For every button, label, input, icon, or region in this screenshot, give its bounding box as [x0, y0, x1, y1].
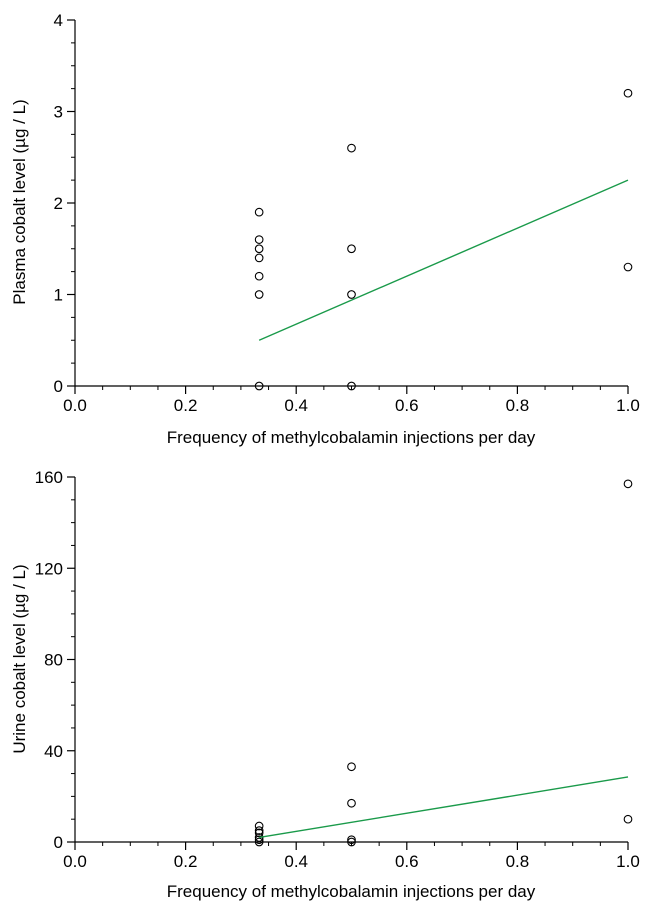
- plasma-fit-line: [258, 179, 629, 341]
- plasma-y-tick-label: 1: [54, 286, 63, 305]
- urine-y-tick-label: 0: [54, 833, 63, 852]
- plasma-y-axis-title: Plasma cobalt level (µg / L): [10, 99, 29, 304]
- urine-data-point: [347, 835, 356, 845]
- urine-y-tick-label: 80: [44, 651, 63, 670]
- plasma-data-point: [254, 381, 264, 391]
- urine-data-point: [347, 837, 356, 847]
- urine-data-point: [254, 826, 264, 835]
- plasma-data-point: [254, 207, 264, 217]
- urine-x-tick-label: 0.4: [284, 852, 308, 871]
- urine-chart-panel: 0.0 0.2 0.4 0.6 0.8 1.0 0 40 80 120 160 Frequency …: [10, 468, 640, 901]
- plasma-x-axis-title: Frequency of methylcobalamin injections …: [167, 428, 536, 447]
- plasma-x-tick-label: 0.2: [174, 396, 198, 415]
- urine-fit-line: [259, 776, 629, 839]
- urine-data-point: [254, 837, 264, 847]
- plasma-y-tick-label: 4: [54, 11, 63, 30]
- urine-data-point: [254, 828, 264, 838]
- plasma-data-point: [347, 381, 356, 391]
- plasma-data-point: [254, 235, 264, 244]
- plasma-data-point: [254, 271, 264, 281]
- plasma-y-tick-label: 3: [54, 103, 63, 122]
- urine-x-tick-label: 0.0: [63, 852, 87, 871]
- urine-x-tick-label: 0.2: [174, 852, 198, 871]
- urine-x-tick-label: 0.8: [506, 852, 530, 871]
- plasma-data-point: [254, 253, 264, 263]
- plasma-x-tick-label: 0.6: [395, 396, 419, 415]
- urine-y-tick-label: 120: [35, 559, 63, 578]
- plasma-data-point: [347, 244, 356, 254]
- plasma-chart-marks: 0.0 0.2 0.4 0.6 0.8 1.0 0 1 2 3 4: [54, 11, 640, 415]
- plasma-data-point: [623, 88, 633, 98]
- plasma-data-point: [347, 290, 356, 299]
- plasma-x-tick-label: 0.4: [284, 396, 308, 415]
- plasma-data-point: [623, 262, 633, 272]
- urine-y-axis-title: Urine cobalt level (µg / L): [10, 564, 29, 753]
- urine-data-point: [623, 814, 633, 824]
- urine-chart-marks: 0.0 0.2 0.4 0.6 0.8 1.0 0 40 80 120 160: [35, 468, 640, 871]
- urine-y-tick-label: 160: [35, 468, 63, 487]
- plasma-data-point: [347, 143, 356, 153]
- urine-data-point: [347, 762, 356, 772]
- urine-data-point: [623, 479, 633, 489]
- urine-x-tick-label: 1.0: [616, 852, 640, 871]
- plasma-x-tick-label: 0.0: [63, 396, 87, 415]
- urine-y-tick-label: 40: [44, 742, 63, 761]
- urine-x-tick-label: 0.6: [395, 852, 419, 871]
- urine-data-point: [254, 821, 264, 831]
- urine-data-point: [347, 798, 356, 808]
- plasma-data-point: [254, 244, 264, 254]
- plasma-x-tick-label: 0.8: [506, 396, 530, 415]
- urine-data-point: [254, 835, 264, 845]
- plasma-y-tick-label: 0: [54, 377, 63, 396]
- urine-x-axis-title: Frequency of methylcobalamin injections …: [167, 882, 536, 901]
- plasma-data-point: [254, 290, 264, 299]
- plasma-chart-panel: 0.0 0.2 0.4 0.6 0.8 1.0 0 1 2 3 4 Frequency of met…: [10, 11, 640, 447]
- plasma-y-tick-label: 2: [54, 194, 63, 213]
- plasma-x-tick-label: 1.0: [616, 396, 640, 415]
